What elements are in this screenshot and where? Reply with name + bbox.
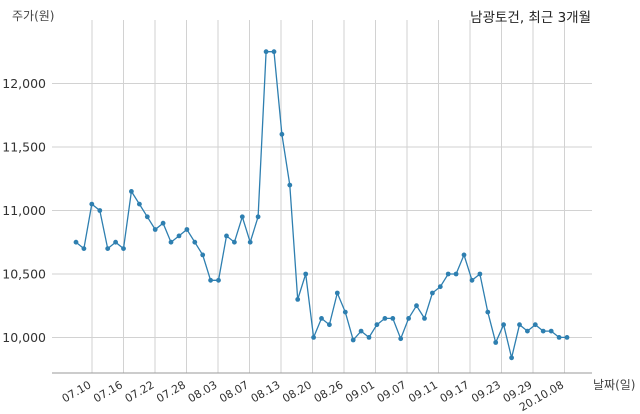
y-axis-label: 주가(원): [12, 9, 55, 23]
data-point: [398, 336, 404, 342]
data-point: [445, 271, 451, 277]
data-point: [319, 316, 324, 321]
data-point: [366, 335, 372, 340]
x-tick-label: 09.07: [375, 378, 409, 405]
data-point: [224, 233, 229, 239]
y-tick-label: 11,000: [2, 203, 46, 218]
data-point: [208, 277, 214, 283]
data-point: [437, 284, 443, 290]
data-point: [311, 335, 316, 340]
price-series-points: [73, 49, 570, 361]
data-point: [477, 271, 483, 277]
data-point: [255, 214, 261, 220]
data-point: [390, 316, 396, 321]
x-tick-label: 08.20: [280, 378, 314, 405]
data-point: [532, 322, 538, 328]
data-point: [493, 340, 499, 345]
data-point: [501, 322, 506, 328]
y-tick-label: 10,500: [2, 266, 46, 281]
x-tick-label: 07.10: [60, 378, 94, 405]
x-tick-label: 09.17: [438, 378, 472, 405]
data-point: [160, 220, 166, 226]
data-point: [89, 201, 95, 207]
data-point: [382, 316, 388, 321]
data-point: [469, 277, 475, 283]
data-point: [374, 322, 380, 328]
data-point: [358, 328, 364, 334]
data-point: [453, 271, 459, 277]
data-point: [509, 355, 514, 361]
y-tick-labels: 10,000 10,500 11,000 11,500 12,000: [2, 76, 46, 345]
x-axis-label: 날짜(일): [593, 378, 636, 392]
x-tick-label: 08.03: [186, 378, 220, 405]
data-point: [144, 214, 150, 220]
x-tick-label: 07.28: [154, 378, 188, 405]
data-point: [334, 290, 340, 296]
data-point: [517, 322, 522, 328]
data-point: [303, 271, 309, 277]
data-point: [525, 328, 530, 334]
grid: [52, 20, 592, 373]
price-series-line: [75, 51, 567, 358]
data-point: [152, 227, 158, 232]
x-tick-label: 09.23: [469, 378, 503, 405]
data-point: [422, 316, 427, 321]
y-tick-label: 12,000: [2, 76, 46, 91]
data-point: [97, 208, 103, 213]
data-point: [129, 189, 134, 194]
data-point: [113, 239, 118, 245]
data-point: [279, 131, 285, 137]
data-point: [430, 290, 435, 296]
data-point: [73, 239, 79, 245]
x-tick-labels: 07.1007.1607.2207.2808.0308.0708.1308.20…: [60, 378, 566, 414]
data-point: [121, 246, 126, 252]
data-point: [81, 246, 87, 252]
data-point: [342, 309, 348, 315]
data-point: [137, 201, 142, 207]
data-point: [184, 227, 190, 232]
data-point: [176, 233, 182, 239]
data-point: [192, 239, 198, 245]
y-tick-label: 11,500: [2, 139, 46, 154]
data-point: [548, 328, 554, 334]
data-point: [287, 182, 293, 188]
data-point: [406, 316, 411, 321]
data-point: [461, 252, 467, 258]
data-point: [485, 309, 491, 315]
data-point: [105, 246, 111, 252]
data-point: [564, 335, 570, 340]
x-tick-label: 09.01: [343, 378, 377, 405]
chart-title: 남광토건, 최근 3개월: [470, 10, 591, 26]
data-point: [216, 277, 221, 283]
data-point: [327, 322, 332, 328]
x-tick-label: 08.07: [217, 378, 251, 405]
data-point: [247, 239, 253, 245]
data-point: [168, 239, 174, 245]
data-point: [295, 297, 301, 302]
x-tick-label: 08.13: [249, 378, 283, 405]
data-point: [271, 49, 277, 55]
x-tick-label: 07.16: [91, 378, 125, 405]
x-tick-label: 07.22: [123, 378, 157, 405]
data-point: [556, 335, 562, 340]
data-point: [239, 214, 245, 220]
data-point: [540, 328, 546, 334]
data-point: [414, 303, 419, 309]
y-tick-label: 10,000: [2, 330, 46, 345]
data-point: [263, 49, 269, 55]
x-tick-label: 09.11: [406, 378, 440, 405]
data-point: [232, 239, 237, 245]
x-tick-label: 08.26: [312, 378, 346, 405]
data-point: [350, 337, 356, 343]
data-point: [200, 252, 206, 258]
